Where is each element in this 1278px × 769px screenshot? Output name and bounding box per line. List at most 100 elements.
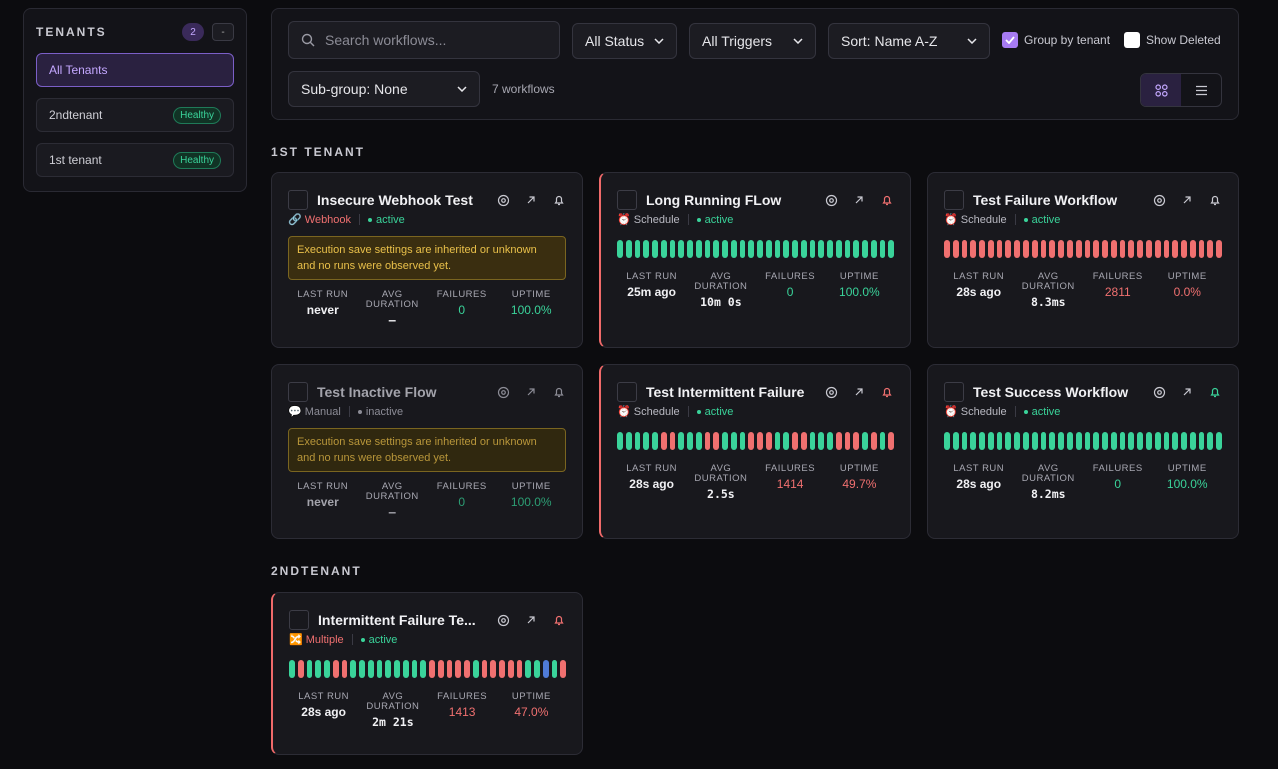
run-bar: [516, 660, 523, 678]
select-checkbox[interactable]: [944, 382, 964, 402]
run-bar: [1093, 432, 1100, 450]
select-checkbox[interactable]: [289, 610, 309, 630]
run-bar: [888, 240, 894, 258]
execution-warning: Execution save settings are inherited or…: [288, 428, 566, 472]
avg-label: AVG: [382, 691, 404, 702]
workflow-card[interactable]: Test Success Workflow ⏰ Schedule active …: [927, 364, 1239, 539]
workflow-card[interactable]: Insecure Webhook Test 🔗 Webhook active E…: [271, 172, 583, 348]
select-checkbox[interactable]: [617, 382, 637, 402]
bell-alert-icon[interactable]: [552, 613, 566, 627]
open-external-icon[interactable]: [852, 193, 866, 207]
status-indicator: active: [1023, 406, 1060, 418]
search-input[interactable]: [325, 32, 545, 48]
open-external-icon[interactable]: [1180, 385, 1194, 399]
sidebar-item-2ndtenant[interactable]: 2ndtenant Healthy: [36, 98, 234, 132]
run-bar: [944, 240, 950, 258]
sidebar-item-1st-tenant[interactable]: 1st tenant Healthy: [36, 143, 234, 177]
collapse-sidebar-button[interactable]: -: [212, 23, 234, 41]
run-bar: [853, 240, 859, 258]
status-label: active: [376, 213, 405, 226]
open-external-icon[interactable]: [524, 193, 538, 207]
trigger-type: 💬 Manual: [288, 405, 341, 418]
sidebar-title: TENANTS: [36, 25, 107, 39]
bell-alert-icon[interactable]: [880, 385, 894, 399]
run-bar: [835, 240, 842, 258]
run-bar: [1145, 240, 1152, 258]
run-bar: [507, 660, 514, 678]
bell-icon[interactable]: [552, 193, 566, 207]
webhook-icon-button[interactable]: [824, 193, 838, 207]
status-label: active: [704, 405, 734, 418]
grid-view-button[interactable]: [1141, 74, 1181, 106]
open-external-icon[interactable]: [852, 385, 866, 399]
trigger-filter-select[interactable]: All Triggers: [689, 23, 816, 59]
open-external-icon[interactable]: [1180, 193, 1194, 207]
show-deleted-toggle[interactable]: Show Deleted: [1124, 32, 1221, 48]
select-checkbox[interactable]: [617, 190, 637, 210]
status-label: inactive: [365, 405, 404, 418]
workflow-card[interactable]: Test Inactive Flow 💬 Manual inactive Exe…: [271, 364, 583, 539]
trigger-label: Schedule: [633, 214, 680, 226]
run-bar: [1075, 240, 1082, 258]
run-bar: [979, 240, 985, 258]
open-external-icon[interactable]: [524, 613, 538, 627]
run-bar: [446, 660, 453, 678]
run-bar: [1058, 240, 1064, 258]
run-bar: [367, 660, 374, 678]
run-bar: [870, 432, 877, 450]
webhook-icon-button[interactable]: [496, 613, 510, 627]
bell-ok-icon[interactable]: [1208, 385, 1222, 399]
run-bar: [713, 240, 719, 258]
webhook-icon-button[interactable]: [1152, 385, 1166, 399]
workflow-card[interactable]: Test Failure Workflow ⏰ Schedule active …: [927, 172, 1239, 348]
last-run-label: LAST RUN: [953, 271, 1005, 282]
failures-label: FAILURES: [436, 481, 487, 492]
run-bar: [1172, 432, 1179, 450]
trigger-type: ⏰ Schedule: [617, 213, 680, 226]
bell-icon[interactable]: [1208, 193, 1222, 207]
sidebar-item-all-tenants[interactable]: All Tenants: [36, 53, 234, 87]
workflow-card[interactable]: Intermittent Failure Te... 🔀 Multiple ac…: [271, 592, 583, 755]
run-bar: [534, 660, 540, 678]
workflow-card[interactable]: Test Intermittent Failure ⏰ Schedule act…: [599, 364, 911, 539]
trigger-label: Schedule: [960, 214, 1007, 226]
run-bar: [429, 660, 435, 678]
run-history-bars: [944, 432, 1222, 450]
last-run-value: never: [306, 495, 339, 509]
select-checkbox[interactable]: [288, 382, 308, 402]
subgroup-select[interactable]: Sub-group: None: [288, 71, 480, 107]
search-box[interactable]: [288, 21, 560, 59]
group-by-tenant-checkbox[interactable]: [1002, 32, 1018, 48]
avg-label: AVG: [710, 463, 732, 474]
webhook-icon-button[interactable]: [1152, 193, 1166, 207]
avg-label: AVG: [1037, 463, 1059, 474]
webhook-icon-button[interactable]: [496, 385, 510, 399]
bell-alert-icon[interactable]: [880, 193, 894, 207]
run-bar: [472, 660, 479, 678]
run-bar: [315, 660, 321, 678]
sort-select[interactable]: Sort: Name A-Z: [828, 23, 990, 59]
webhook-icon-button[interactable]: [824, 385, 838, 399]
last-run-label: LAST RUN: [298, 691, 350, 702]
last-run-label: LAST RUN: [297, 481, 349, 492]
status-filter-select[interactable]: All Status: [572, 23, 677, 59]
show-deleted-checkbox[interactable]: [1124, 32, 1140, 48]
select-checkbox[interactable]: [288, 190, 308, 210]
filter-toolbar: All Status All Triggers Sort: Name A-Z G…: [271, 8, 1239, 120]
select-checkbox[interactable]: [944, 190, 964, 210]
uptime-label: UPTIME: [1167, 271, 1207, 282]
run-bar: [987, 432, 994, 450]
workflow-card[interactable]: Long Running FLow ⏰ Schedule active LAST…: [599, 172, 911, 348]
list-view-button[interactable]: [1181, 74, 1221, 106]
bell-icon[interactable]: [552, 385, 566, 399]
run-bar: [704, 432, 711, 450]
run-bar: [1031, 240, 1038, 258]
run-bar: [525, 660, 531, 678]
webhook-icon-button[interactable]: [496, 193, 510, 207]
group-by-tenant-toggle[interactable]: Group by tenant: [1002, 32, 1110, 48]
run-bar: [979, 432, 985, 450]
open-external-icon[interactable]: [524, 385, 538, 399]
last-run-label: LAST RUN: [297, 289, 349, 300]
failures-value: 0: [458, 495, 466, 509]
run-bar: [687, 432, 693, 450]
